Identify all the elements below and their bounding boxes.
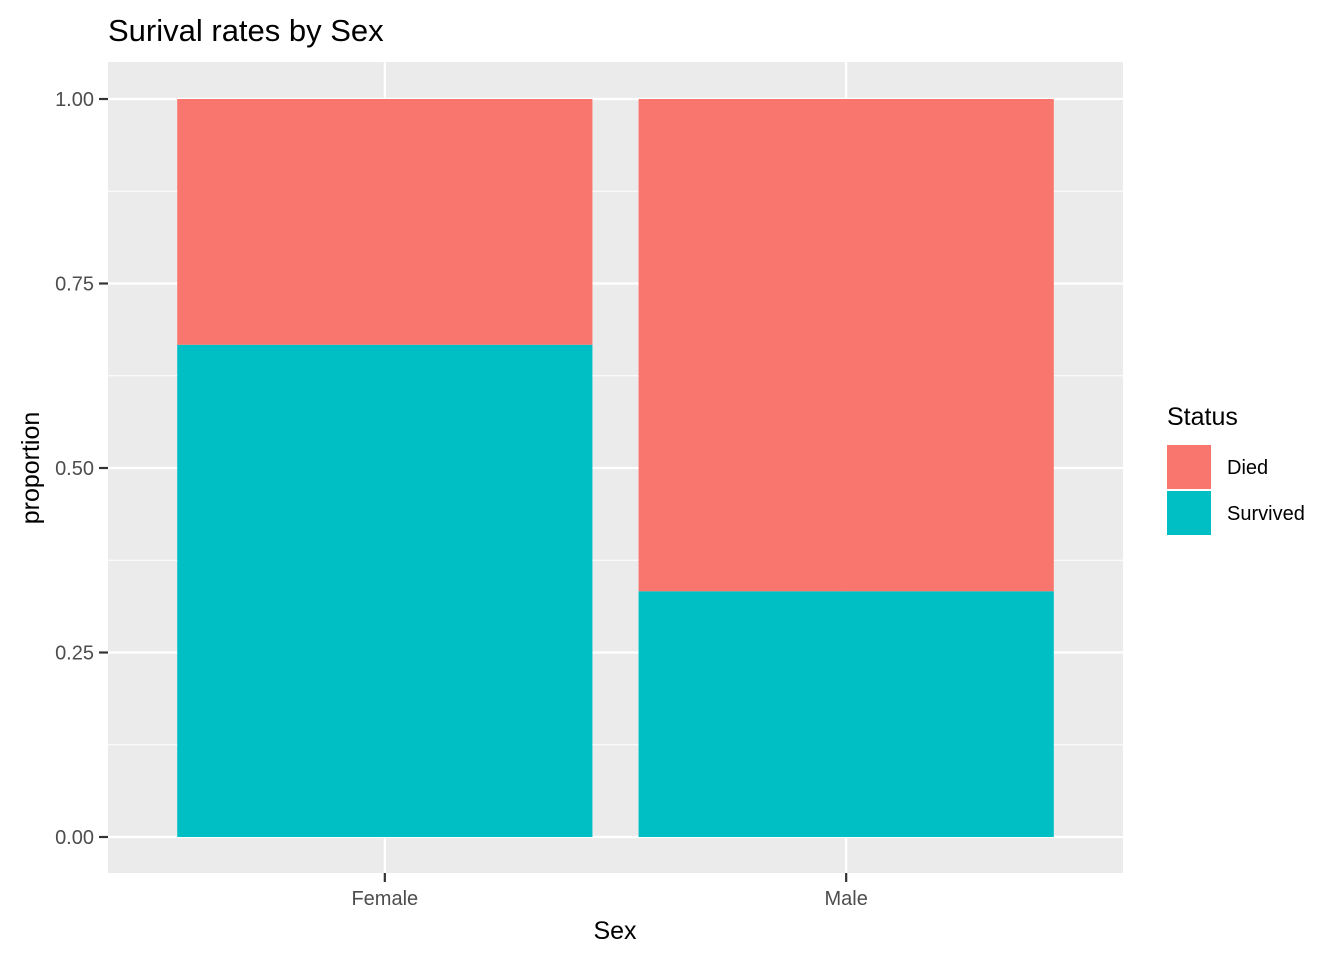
y-tick-label: 0.50 (55, 458, 94, 480)
chart-title: Surival rates by Sex (108, 13, 384, 48)
legend-label: Survived (1227, 503, 1305, 525)
x-axis: Female Male (351, 873, 868, 910)
legend-label: Died (1227, 457, 1268, 479)
y-tick-label: 1.00 (55, 89, 94, 111)
legend-key-died (1167, 445, 1211, 489)
bars (177, 99, 1054, 837)
y-axis: 0.00 0.25 0.50 0.75 1.00 (55, 89, 108, 849)
x-tick-label: Male (825, 888, 868, 910)
y-tick-label: 0.25 (55, 643, 94, 665)
bar-died-male (638, 99, 1054, 592)
y-axis-title: proportion (17, 412, 45, 525)
legend-key-survived (1167, 491, 1211, 535)
legend-title: Status (1167, 403, 1238, 431)
legend: Status Died Survived (1167, 403, 1305, 535)
x-axis-title: Sex (593, 917, 637, 945)
y-tick-label: 0.75 (55, 274, 94, 296)
y-tick-label: 0.00 (55, 827, 94, 849)
bar-died-female (177, 99, 593, 345)
bar-survived-male (638, 591, 1054, 837)
x-tick-label: Female (351, 888, 418, 910)
bar-survived-female (177, 344, 593, 837)
